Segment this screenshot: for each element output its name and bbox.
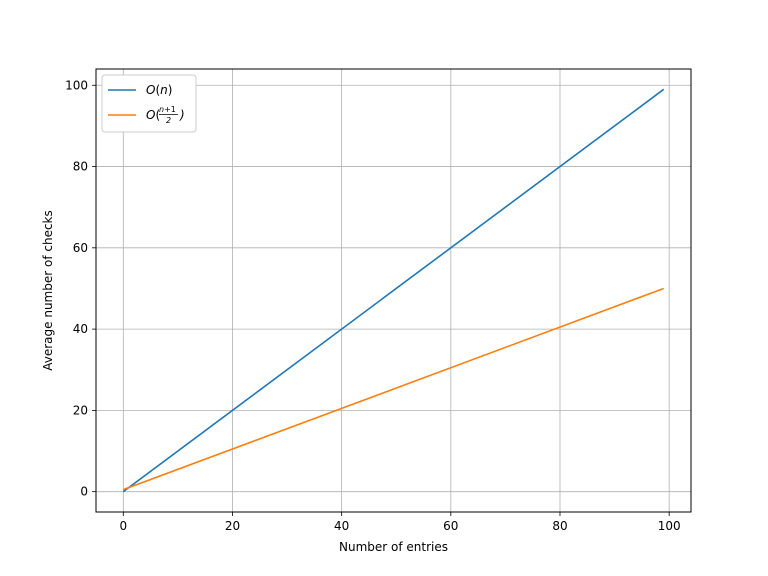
x-tick-label: 0 (119, 519, 127, 533)
x-tick-label: 80 (552, 519, 567, 533)
x-tick-label: 40 (334, 519, 349, 533)
x-tick-label: 100 (658, 519, 681, 533)
svg-text:O(: O( (146, 108, 160, 122)
x-tick-label: 20 (225, 519, 240, 533)
series-line-half (123, 287, 664, 491)
plot-frame (95, 68, 692, 513)
legend-label-half: O( n+1 2 ) (146, 105, 185, 125)
svg-text:): ) (179, 108, 185, 122)
y-tick-label: 0 (80, 485, 88, 499)
x-tick-label: 60 (443, 519, 458, 533)
y-tick-label: 80 (73, 160, 88, 174)
svg-text:n+1: n+1 (159, 105, 176, 114)
y-axis-label: Average number of checks (41, 210, 55, 371)
legend: O(n) O( n+1 2 ) (101, 74, 197, 133)
x-axis-label: Number of entries (339, 540, 448, 554)
y-tick-label: 60 (73, 241, 88, 255)
series-lines (122, 88, 665, 493)
y-tick-label: 40 (73, 322, 88, 336)
legend-label-on: O(n) (146, 83, 172, 97)
svg-text:2: 2 (166, 116, 171, 125)
y-tick-label: 100 (65, 78, 88, 92)
series-line-on (122, 88, 665, 493)
y-tick-label: 20 (73, 403, 88, 417)
axis-ticks: 0 20 40 60 80 100 0 20 40 60 80 100 (65, 78, 681, 533)
